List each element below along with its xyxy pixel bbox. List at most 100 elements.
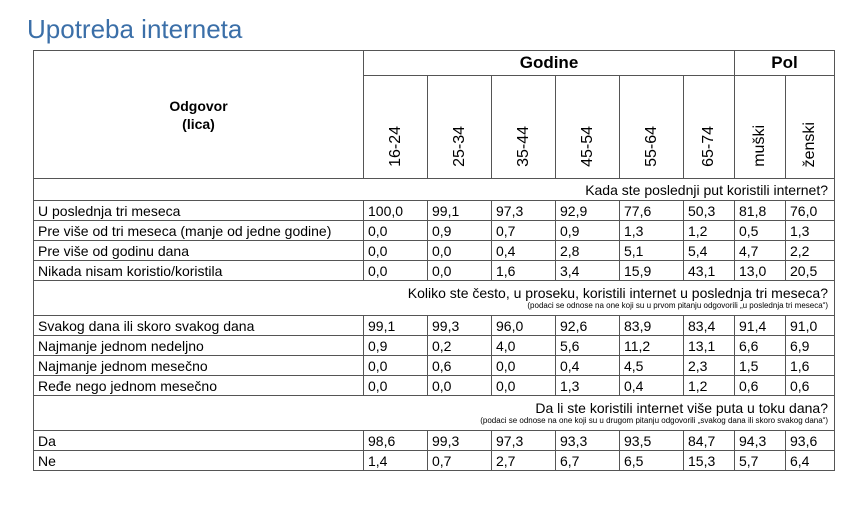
value-cell: 97,3 [491,430,556,451]
value-cell: 92,9 [555,200,620,221]
question-cell: Kada ste poslednji put koristili interne… [33,178,835,201]
value-cell: 100,0 [363,200,428,221]
value-cell: 0,0 [363,240,428,261]
value-cell: 4,7 [734,240,786,261]
value-cell: 0,0 [363,355,428,376]
column-header: 35-44 [491,75,556,179]
value-cell: 4,0 [491,335,556,356]
question-text: Koliko ste često, u proseku, koristili i… [407,284,828,301]
column-header-row: 16-24 25-34 35-44 45-54 55-64 65-74 muški žensk… [34,75,835,179]
header-pol: Pol [734,50,835,76]
value-cell: 2,7 [491,450,556,471]
value-cell: 97,3 [491,200,556,221]
value-cell: 0,9 [555,220,620,241]
value-cell: 3,4 [555,260,620,281]
row-label: Da [33,430,364,451]
question-text: Da li ste koristili internet više puta u… [535,399,828,416]
table-row: Da 98,6 99,3 97,3 93,3 93,5 84,7 94,3 93,6 [33,430,835,451]
value-cell: 0,0 [427,375,492,396]
value-cell: 83,4 [683,315,735,336]
value-cell: 0,9 [363,335,428,356]
value-cell: 20,5 [785,260,835,281]
value-cell: 2,3 [683,355,735,376]
value-cell: 81,8 [734,200,786,221]
question-note: (podaci se odnose na one koji su u prvom… [527,300,828,310]
row-label: Najmanje jednom nedeljno [33,335,364,356]
column-header: 55-64 [619,75,684,179]
value-cell: 6,6 [734,335,786,356]
value-cell: 0,4 [555,355,620,376]
value-cell: 6,9 [785,335,835,356]
column-header: 16-24 [363,75,428,179]
question-row: Da li ste koristili internet više puta u… [33,395,835,431]
question-row: Kada ste poslednji put koristili interne… [33,178,835,201]
header-lica-label: (lica) [182,115,215,132]
row-label: U poslednja tri meseca [33,200,364,221]
value-cell: 1,4 [363,450,428,471]
column-header: 45-54 [555,75,620,179]
column-header: muški [734,75,786,179]
header-godine: Godine [363,50,735,76]
value-cell: 98,6 [363,430,428,451]
value-cell: 2,8 [555,240,620,261]
value-cell: 0,6 [785,375,835,396]
column-header-label: muški [751,125,768,167]
value-cell: 0,7 [491,220,556,241]
value-cell: 15,3 [683,450,735,471]
value-cell: 77,6 [619,200,684,221]
row-label: Ređe nego jednom mesečno [33,375,364,396]
value-cell: 0,0 [491,355,556,376]
value-cell: 76,0 [785,200,835,221]
value-cell: 0,7 [427,450,492,471]
row-label: Najmanje jednom mesečno [33,355,364,376]
table-row: Najmanje jednom mesečno 0,0 0,6 0,0 0,4 4,5 2,… [33,355,835,376]
column-header-label: 55-64 [642,126,660,167]
value-cell: 6,7 [555,450,620,471]
value-cell: 92,6 [555,315,620,336]
value-cell: 0,9 [427,220,492,241]
question-cell: Koliko ste često, u proseku, koristili i… [33,280,835,316]
table-row: Pre više od godinu dana 0,0 0,0 0,4 2,8 5,1 5,… [33,240,835,261]
question-cell: Da li ste koristili internet više puta u… [33,395,835,431]
question-row: Koliko ste često, u proseku, koristili i… [33,280,835,316]
row-label: Pre više od tri meseca (manje od jedne g… [33,220,364,241]
value-cell: 50,3 [683,200,735,221]
value-cell: 0,0 [427,260,492,281]
value-cell: 96,0 [491,315,556,336]
value-cell: 4,5 [619,355,684,376]
value-cell: 1,5 [734,355,786,376]
table-row: Svakog dana ili skoro svakog dana 99,1 99,… [33,315,835,336]
question-text: Kada ste poslednji put koristili interne… [585,181,828,198]
value-cell: 5,7 [734,450,786,471]
value-cell: 0,0 [427,240,492,261]
table-row: Najmanje jednom nedeljno 0,9 0,2 4,0 5,6 11,2… [33,335,835,356]
header-odgovor-label: Odgovor [169,97,228,114]
value-cell: 5,4 [683,240,735,261]
value-cell: 13,0 [734,260,786,281]
row-label: Pre više od godinu dana [33,240,364,261]
table-row: Ređe nego jednom mesečno 0,0 0,0 0,0 1,3 0,4 1… [33,375,835,396]
row-label: Ne [33,450,364,471]
value-cell: 1,3 [555,375,620,396]
value-cell: 99,3 [427,430,492,451]
value-cell: 84,7 [683,430,735,451]
value-cell: 99,3 [427,315,492,336]
value-cell: 43,1 [683,260,735,281]
table-row: U poslednja tri meseca 100,0 99,1 97,3 92,9 7… [33,200,835,221]
value-cell: 5,6 [555,335,620,356]
table-row: Nikada nisam koristio/koristila 0,0 0,0 1,6… [33,260,835,281]
column-header-label: 16-24 [386,126,404,167]
value-cell: 15,9 [619,260,684,281]
value-cell: 93,6 [785,430,835,451]
value-cell: 0,5 [734,220,786,241]
value-cell: 0,0 [491,375,556,396]
column-header-label: 25-34 [450,126,468,167]
value-cell: 0,6 [427,355,492,376]
column-header-label: 45-54 [578,126,596,167]
value-cell: 2,2 [785,240,835,261]
column-header: 65-74 [683,75,735,179]
value-cell: 0,2 [427,335,492,356]
header-odgovor: Odgovor (lica) [33,50,364,179]
value-cell: 99,1 [363,315,428,336]
column-header: ženski [785,75,835,179]
